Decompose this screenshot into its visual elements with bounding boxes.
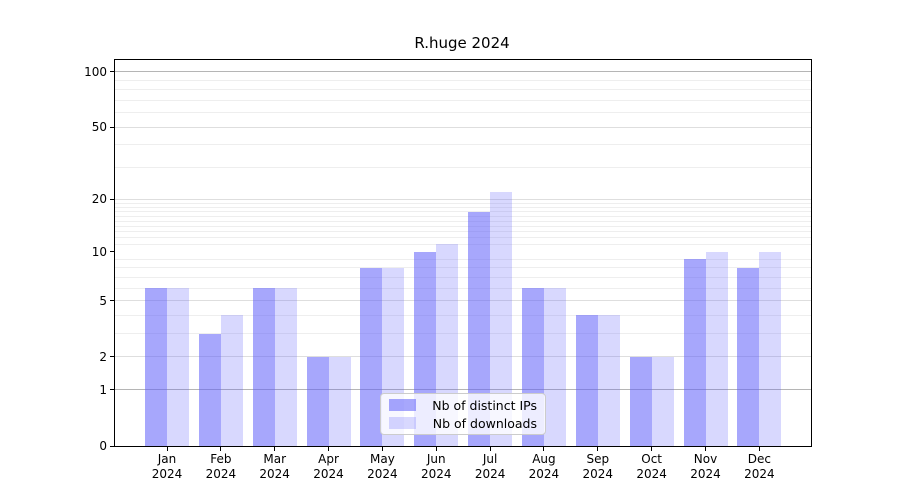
gridline-y-11 <box>115 243 811 245</box>
gridline-y-18 <box>115 206 811 208</box>
bar-downloads-aug <box>543 288 566 446</box>
gridline-y-4 <box>115 314 811 316</box>
gridline-y-8 <box>115 267 811 269</box>
x-tick-label-jul: Jul 2024 <box>474 452 506 481</box>
legend-item-distinct-ips: Nb of distinct IPs <box>389 398 537 413</box>
bar-downloads-dec <box>759 251 782 446</box>
gridline-y-15 <box>115 220 811 222</box>
x-tick-label-jun: Jun 2024 <box>420 452 452 481</box>
gridline-y-20 <box>115 198 811 200</box>
x-tick-label-aug: Aug 2024 <box>528 452 560 481</box>
x-tick-label-dec: Dec 2024 <box>744 452 775 481</box>
y-tick-label: 50 <box>91 120 107 135</box>
y-tick-label: 1 <box>99 382 107 397</box>
x-tick-jun <box>435 446 437 451</box>
y-tick-5 <box>110 300 115 302</box>
y-tick-label: 5 <box>99 293 107 308</box>
legend-label-distinct-ips: Nb of distinct IPs <box>432 397 537 413</box>
x-tick-feb <box>220 446 222 451</box>
bar-downloads-apr <box>328 356 351 446</box>
gridline-y-50 <box>115 126 811 128</box>
gridline-y-7 <box>115 276 811 278</box>
bar-distinct-ips-oct <box>629 356 652 446</box>
bar-distinct-ips-nov <box>683 259 706 446</box>
x-tick-label-apr: Apr 2024 <box>313 452 344 481</box>
bar-distinct-ips-jan <box>145 288 167 446</box>
gridline-y-12 <box>115 237 811 239</box>
gridline-y-30 <box>115 167 811 168</box>
x-tick-may <box>381 446 383 451</box>
y-tick-0 <box>110 445 115 447</box>
x-tick-apr <box>328 446 330 451</box>
x-tick-jan <box>166 446 168 451</box>
x-tick-sep <box>597 446 599 451</box>
bar-downloads-jul <box>490 191 513 446</box>
bar-downloads-feb <box>220 315 243 446</box>
x-tick-label-nov: Nov 2024 <box>690 452 721 481</box>
gridline-y-5 <box>115 300 811 302</box>
gridline-y-3 <box>115 333 811 335</box>
bar-downloads-jan <box>167 288 189 446</box>
bar-distinct-ips-jul <box>468 211 491 446</box>
gridline-y-19 <box>115 202 811 204</box>
gridline-y-2 <box>115 356 811 358</box>
x-tick-label-may: May 2024 <box>367 452 398 481</box>
gridline-y-70 <box>115 99 811 101</box>
x-tick-nov <box>705 446 706 451</box>
gridline-y-100 <box>115 71 811 73</box>
x-tick-label-oct: Oct 2024 <box>636 452 667 481</box>
y-tick-label: 100 <box>84 64 107 79</box>
y-tick-50 <box>110 126 115 128</box>
bar-distinct-ips-dec <box>737 267 760 446</box>
y-tick-2 <box>110 356 115 358</box>
x-tick-label-mar: Mar 2024 <box>259 452 290 481</box>
gridline-y-80 <box>115 89 811 91</box>
legend-swatch-downloads <box>389 417 416 429</box>
x-tick-oct <box>651 446 653 451</box>
y-tick-label: 2 <box>99 349 107 364</box>
gridline-y-90 <box>115 79 811 81</box>
bar-downloads-sep <box>597 315 620 446</box>
plot-area: Nb of distinct IPs Nb of downloads 0 1 2 5 1… <box>84 59 812 481</box>
y-tick-10 <box>110 251 115 253</box>
y-tick-label: 20 <box>91 192 107 207</box>
bar-distinct-ips-feb <box>198 333 221 446</box>
bar-downloads-oct <box>651 356 674 446</box>
gridline-y-17 <box>115 211 811 213</box>
legend-label-downloads: Nb of downloads <box>432 415 537 431</box>
legend-item-downloads: Nb of downloads <box>389 416 537 431</box>
x-tick-dec <box>758 446 760 451</box>
gridline-y-1 <box>115 389 811 391</box>
gridline-y-9 <box>115 258 811 260</box>
y-tick-label: 10 <box>91 244 107 259</box>
y-tick-20 <box>110 198 115 200</box>
bar-downloads-mar <box>274 288 297 446</box>
bar-downloads-nov <box>705 251 728 446</box>
bar-distinct-ips-apr <box>306 356 329 446</box>
gridline-y-16 <box>115 215 811 217</box>
x-tick-mar <box>274 446 276 451</box>
gridline-y-60 <box>115 112 811 114</box>
y-tick-1 <box>110 389 115 391</box>
legend-swatch-distinct-ips <box>389 399 416 411</box>
gridline-y-6 <box>115 287 811 289</box>
chart-title: R.huge 2024 <box>414 34 510 52</box>
bar-distinct-ips-sep <box>575 315 598 446</box>
gridline-y-14 <box>115 225 811 227</box>
x-tick-label-jan: Jan 2024 <box>151 452 183 481</box>
bar-distinct-ips-mar <box>252 288 275 446</box>
x-tick-label-feb: Feb 2024 <box>205 452 237 481</box>
bar-distinct-ips-may <box>360 267 383 446</box>
y-tick-label: 0 <box>99 439 107 453</box>
x-tick-label-sep: Sep 2024 <box>582 452 614 481</box>
y-tick-100 <box>110 71 115 73</box>
x-tick-aug <box>543 446 545 451</box>
gridline-y-40 <box>115 144 811 146</box>
gridline-y-13 <box>115 231 811 233</box>
x-tick-jul <box>489 446 491 451</box>
legend: Nb of distinct IPs Nb of downloads <box>380 393 546 435</box>
